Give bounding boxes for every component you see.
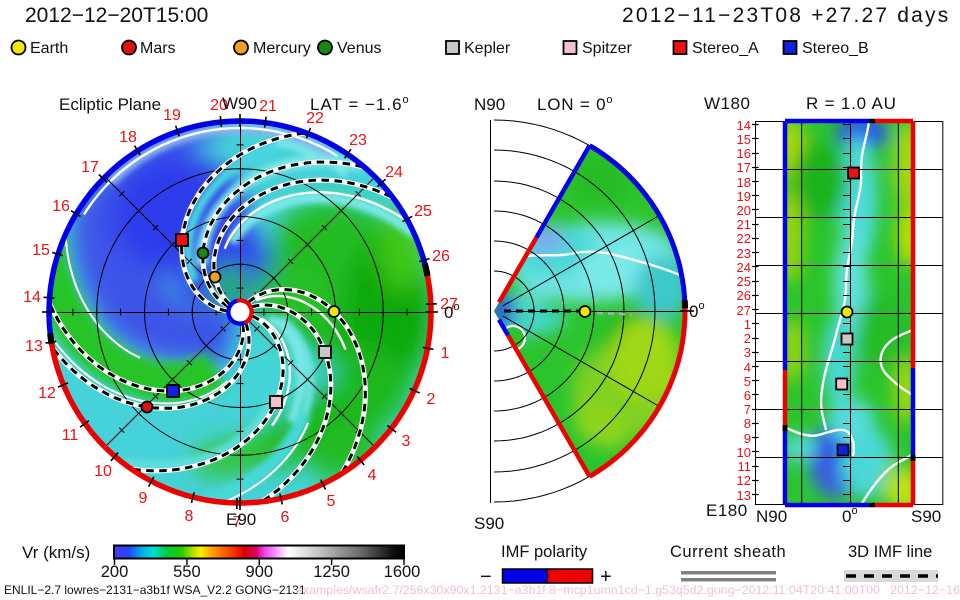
svg-text:25: 25 (737, 274, 751, 289)
svg-text:25: 25 (414, 203, 432, 220)
svg-text:IMF polarity: IMF polarity (501, 543, 588, 561)
svg-text:S90: S90 (911, 507, 941, 526)
svg-text:27: 27 (440, 296, 458, 313)
svg-text:900: 900 (246, 563, 274, 581)
svg-text:5: 5 (744, 374, 751, 389)
svg-text:2: 2 (744, 331, 751, 346)
svg-text:3: 3 (402, 433, 411, 450)
svg-text:550: 550 (173, 563, 201, 581)
svg-text:17: 17 (81, 159, 99, 176)
svg-text:9: 9 (744, 431, 751, 446)
svg-text:0o: 0o (444, 301, 460, 322)
svg-text:3: 3 (744, 345, 751, 360)
svg-text:21: 21 (737, 217, 751, 232)
svg-text:10: 10 (737, 445, 751, 460)
svg-text:4: 4 (744, 360, 751, 375)
svg-text:1600: 1600 (384, 563, 421, 581)
svg-text:2: 2 (427, 391, 436, 408)
svg-text:22: 22 (306, 110, 324, 127)
svg-text:27: 27 (737, 303, 751, 318)
svg-text:−: − (480, 566, 492, 588)
svg-text:13: 13 (737, 488, 751, 503)
svg-text:Vr (km/s): Vr (km/s) (22, 543, 90, 562)
svg-text:23: 23 (737, 246, 751, 261)
svg-text:7: 7 (744, 402, 751, 417)
svg-text:S90: S90 (474, 514, 504, 533)
svg-text:20: 20 (737, 203, 751, 218)
svg-text:14: 14 (23, 289, 41, 306)
svg-text:17: 17 (737, 160, 751, 175)
svg-text:LAT = −1.6o: LAT = −1.6o (310, 94, 410, 114)
svg-text:N90: N90 (756, 507, 787, 526)
svg-text:16: 16 (52, 198, 70, 215)
svg-text:14: 14 (737, 118, 751, 133)
svg-text:Stereo_B: Stereo_B (802, 40, 869, 57)
svg-text:15: 15 (32, 242, 50, 259)
svg-text:12: 12 (737, 473, 751, 488)
svg-text:Stereo_A: Stereo_A (692, 40, 759, 57)
svg-text:Current sheath: Current sheath (670, 543, 786, 561)
svg-text:Spitzer: Spitzer (582, 40, 632, 57)
svg-text:11: 11 (738, 459, 752, 474)
svg-text:Kepler: Kepler (464, 40, 511, 57)
svg-text:13: 13 (25, 338, 43, 355)
svg-text:18: 18 (119, 129, 137, 146)
svg-text:11: 11 (62, 427, 79, 444)
svg-text:Mars: Mars (140, 40, 176, 57)
svg-text:21: 21 (259, 98, 277, 115)
svg-text:15: 15 (737, 132, 751, 147)
svg-text:19: 19 (737, 189, 751, 204)
svg-text:1250: 1250 (313, 563, 350, 581)
svg-text:W180: W180 (704, 94, 750, 113)
svg-text:26: 26 (737, 288, 751, 303)
svg-text:4: 4 (368, 467, 377, 484)
svg-text:Venus: Venus (337, 40, 381, 57)
svg-text:E180: E180 (706, 501, 748, 520)
svg-text:examples/wsafr2.7/256x30x90x1.: examples/wsafr2.7/256x30x90x1.2131−a3b1f… (296, 583, 960, 597)
svg-text:22: 22 (737, 231, 751, 246)
svg-text:2012−12−20T15:00: 2012−12−20T15:00 (25, 4, 208, 27)
svg-text:W90: W90 (222, 94, 257, 113)
svg-text:23: 23 (349, 132, 367, 149)
svg-text:1: 1 (441, 345, 450, 362)
svg-text:6: 6 (281, 509, 290, 526)
svg-text:9: 9 (139, 490, 148, 507)
svg-text:6: 6 (744, 388, 751, 403)
svg-text:19: 19 (163, 107, 181, 124)
svg-text:24: 24 (737, 260, 751, 275)
svg-text:+: + (600, 566, 612, 588)
svg-text:E90: E90 (226, 510, 256, 529)
svg-text:Ecliptic Plane: Ecliptic Plane (59, 95, 161, 114)
svg-text:0o: 0o (842, 505, 858, 526)
svg-text:LON = 0o: LON = 0o (537, 94, 613, 114)
svg-text:ENLIL−2.7 lowres−2131−a3b1f WS: ENLIL−2.7 lowres−2131−a3b1f WSA_V2.2 GON… (4, 583, 306, 597)
svg-text:Mercury: Mercury (253, 40, 311, 57)
svg-text:24: 24 (385, 164, 403, 181)
svg-text:8: 8 (744, 416, 751, 431)
svg-text:0o: 0o (689, 300, 705, 321)
svg-text:7: 7 (233, 514, 242, 531)
svg-text:3D IMF line: 3D IMF line (848, 543, 932, 561)
svg-text:5: 5 (327, 493, 336, 510)
svg-text:26: 26 (432, 248, 450, 265)
svg-text:1: 1 (744, 317, 751, 332)
svg-text:R = 1.0 AU: R = 1.0 AU (806, 94, 897, 113)
svg-text:16: 16 (737, 146, 751, 161)
svg-text:200: 200 (101, 563, 129, 581)
svg-text:18: 18 (737, 175, 751, 190)
svg-text:Earth: Earth (30, 40, 68, 57)
svg-text:20: 20 (210, 97, 228, 114)
svg-text:N90: N90 (474, 95, 505, 114)
svg-text:10: 10 (94, 463, 112, 480)
svg-text:8: 8 (185, 508, 194, 525)
svg-text:2012−11−23T08 +27.27 days: 2012−11−23T08 +27.27 days (622, 4, 950, 27)
svg-text:12: 12 (38, 385, 56, 402)
